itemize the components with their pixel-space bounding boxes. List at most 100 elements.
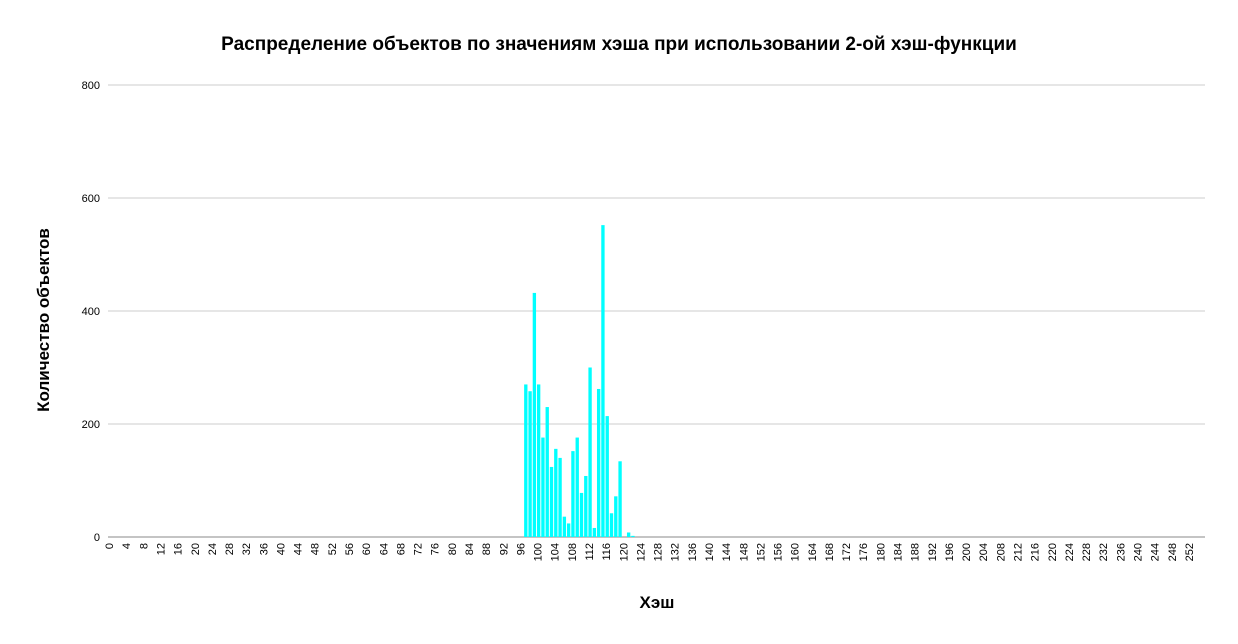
bar [528, 391, 532, 537]
x-tick-label: 104 [550, 543, 562, 561]
bar [592, 527, 597, 537]
x-tick-label: 12 [155, 543, 167, 555]
bar [584, 475, 588, 537]
bar [609, 513, 614, 537]
x-tick-label: 192 [927, 543, 939, 561]
bar [626, 532, 631, 537]
x-tick-label: 172 [841, 543, 853, 561]
bar [536, 384, 541, 537]
x-tick-label: 136 [687, 543, 699, 561]
x-tick-label: 92 [498, 543, 510, 555]
bar [614, 496, 618, 537]
x-tick-label: 0 [104, 543, 116, 549]
x-tick-label: 188 [910, 543, 922, 561]
x-tick-label: 204 [978, 543, 990, 561]
x-tick-label: 124 [635, 543, 647, 561]
x-tick-label: 68 [395, 543, 407, 555]
x-tick-label: 96 [515, 543, 527, 555]
x-tick-label: 232 [1098, 543, 1110, 561]
x-tick-label: 224 [1064, 543, 1076, 561]
x-tick-label: 168 [824, 543, 836, 561]
bar [554, 448, 558, 537]
bar [532, 292, 537, 537]
y-tick-labels: 0 200 400 600 800 [82, 80, 100, 544]
bar [545, 407, 549, 537]
x-tick-label: 28 [224, 543, 236, 555]
x-tick-label: 184 [893, 543, 905, 561]
x-tick-label: 16 [173, 543, 185, 555]
x-tick-label: 20 [190, 543, 202, 555]
x-tick-label: 56 [344, 543, 356, 555]
x-tick-label: 152 [755, 543, 767, 561]
y-tick-label: 800 [82, 80, 100, 92]
x-tick-label: 212 [1013, 543, 1025, 561]
x-tick-label: 180 [875, 543, 887, 561]
x-tick-label: 88 [481, 543, 493, 555]
chart-title: Распределение объектов по значениям хэша… [221, 34, 1017, 55]
x-tick-label: 160 [790, 543, 802, 561]
y-tick-label: 600 [82, 193, 100, 205]
bar [596, 388, 601, 537]
bar [562, 516, 567, 537]
bar [541, 437, 545, 537]
x-tick-label: 48 [310, 543, 322, 555]
bar [579, 492, 584, 537]
bar [601, 225, 605, 537]
x-tick-labels: 0 4 8 12 16 20 24 28 32 36 40 44 48 52 56 60 64 68 72 76 80 8… [104, 543, 1196, 561]
x-tick-label: 108 [567, 543, 579, 561]
x-tick-label: 60 [361, 543, 373, 555]
bars [524, 225, 635, 537]
x-tick-label: 116 [601, 543, 613, 561]
x-tick-label: 128 [653, 543, 665, 561]
bar [571, 451, 575, 537]
x-tick-label: 252 [1184, 543, 1196, 561]
x-tick-label: 132 [670, 543, 682, 561]
x-tick-label: 176 [858, 543, 870, 561]
x-tick-label: 240 [1132, 543, 1144, 561]
bar [588, 367, 592, 537]
x-tick-label: 72 [413, 543, 425, 555]
x-tick-label: 140 [704, 543, 716, 561]
x-tick-label: 148 [738, 543, 750, 561]
x-tick-label: 248 [1167, 543, 1179, 561]
x-tick-label: 36 [258, 543, 270, 555]
x-tick-label: 32 [241, 543, 253, 555]
x-tick-label: 120 [618, 543, 630, 561]
bar [618, 461, 622, 537]
x-axis-title: Хэш [640, 593, 675, 612]
bar [631, 535, 635, 537]
x-tick-label: 8 [138, 543, 150, 549]
bar [558, 457, 562, 537]
x-tick-label: 156 [773, 543, 785, 561]
x-tick-label: 40 [275, 543, 287, 555]
bar [549, 466, 554, 537]
y-axis-title: Количество объектов [34, 228, 53, 412]
x-tick-label: 220 [1047, 543, 1059, 561]
x-tick-label: 196 [944, 543, 956, 561]
y-tick-label: 0 [94, 532, 100, 544]
x-tick-label: 236 [1115, 543, 1127, 561]
bar [575, 437, 579, 537]
x-tick-label: 100 [533, 543, 545, 561]
x-tick-label: 80 [447, 543, 459, 555]
x-tick-label: 24 [207, 543, 219, 555]
bar [605, 416, 609, 537]
x-tick-label: 52 [327, 543, 339, 555]
x-tick-label: 76 [430, 543, 442, 555]
y-tick-label: 200 [82, 419, 100, 431]
x-tick-label: 84 [464, 543, 476, 555]
x-tick-label: 4 [121, 543, 133, 549]
x-tick-label: 44 [293, 543, 305, 555]
y-tick-label: 400 [82, 306, 100, 318]
gridlines [108, 84, 1205, 538]
x-tick-label: 228 [1081, 543, 1093, 561]
x-tick-label: 144 [721, 543, 733, 561]
x-tick-label: 216 [1030, 543, 1042, 561]
x-tick-label: 112 [584, 543, 596, 561]
bar [524, 384, 528, 537]
x-tick-label: 164 [807, 543, 819, 561]
bar [566, 523, 571, 537]
x-tick-label: 200 [961, 543, 973, 561]
